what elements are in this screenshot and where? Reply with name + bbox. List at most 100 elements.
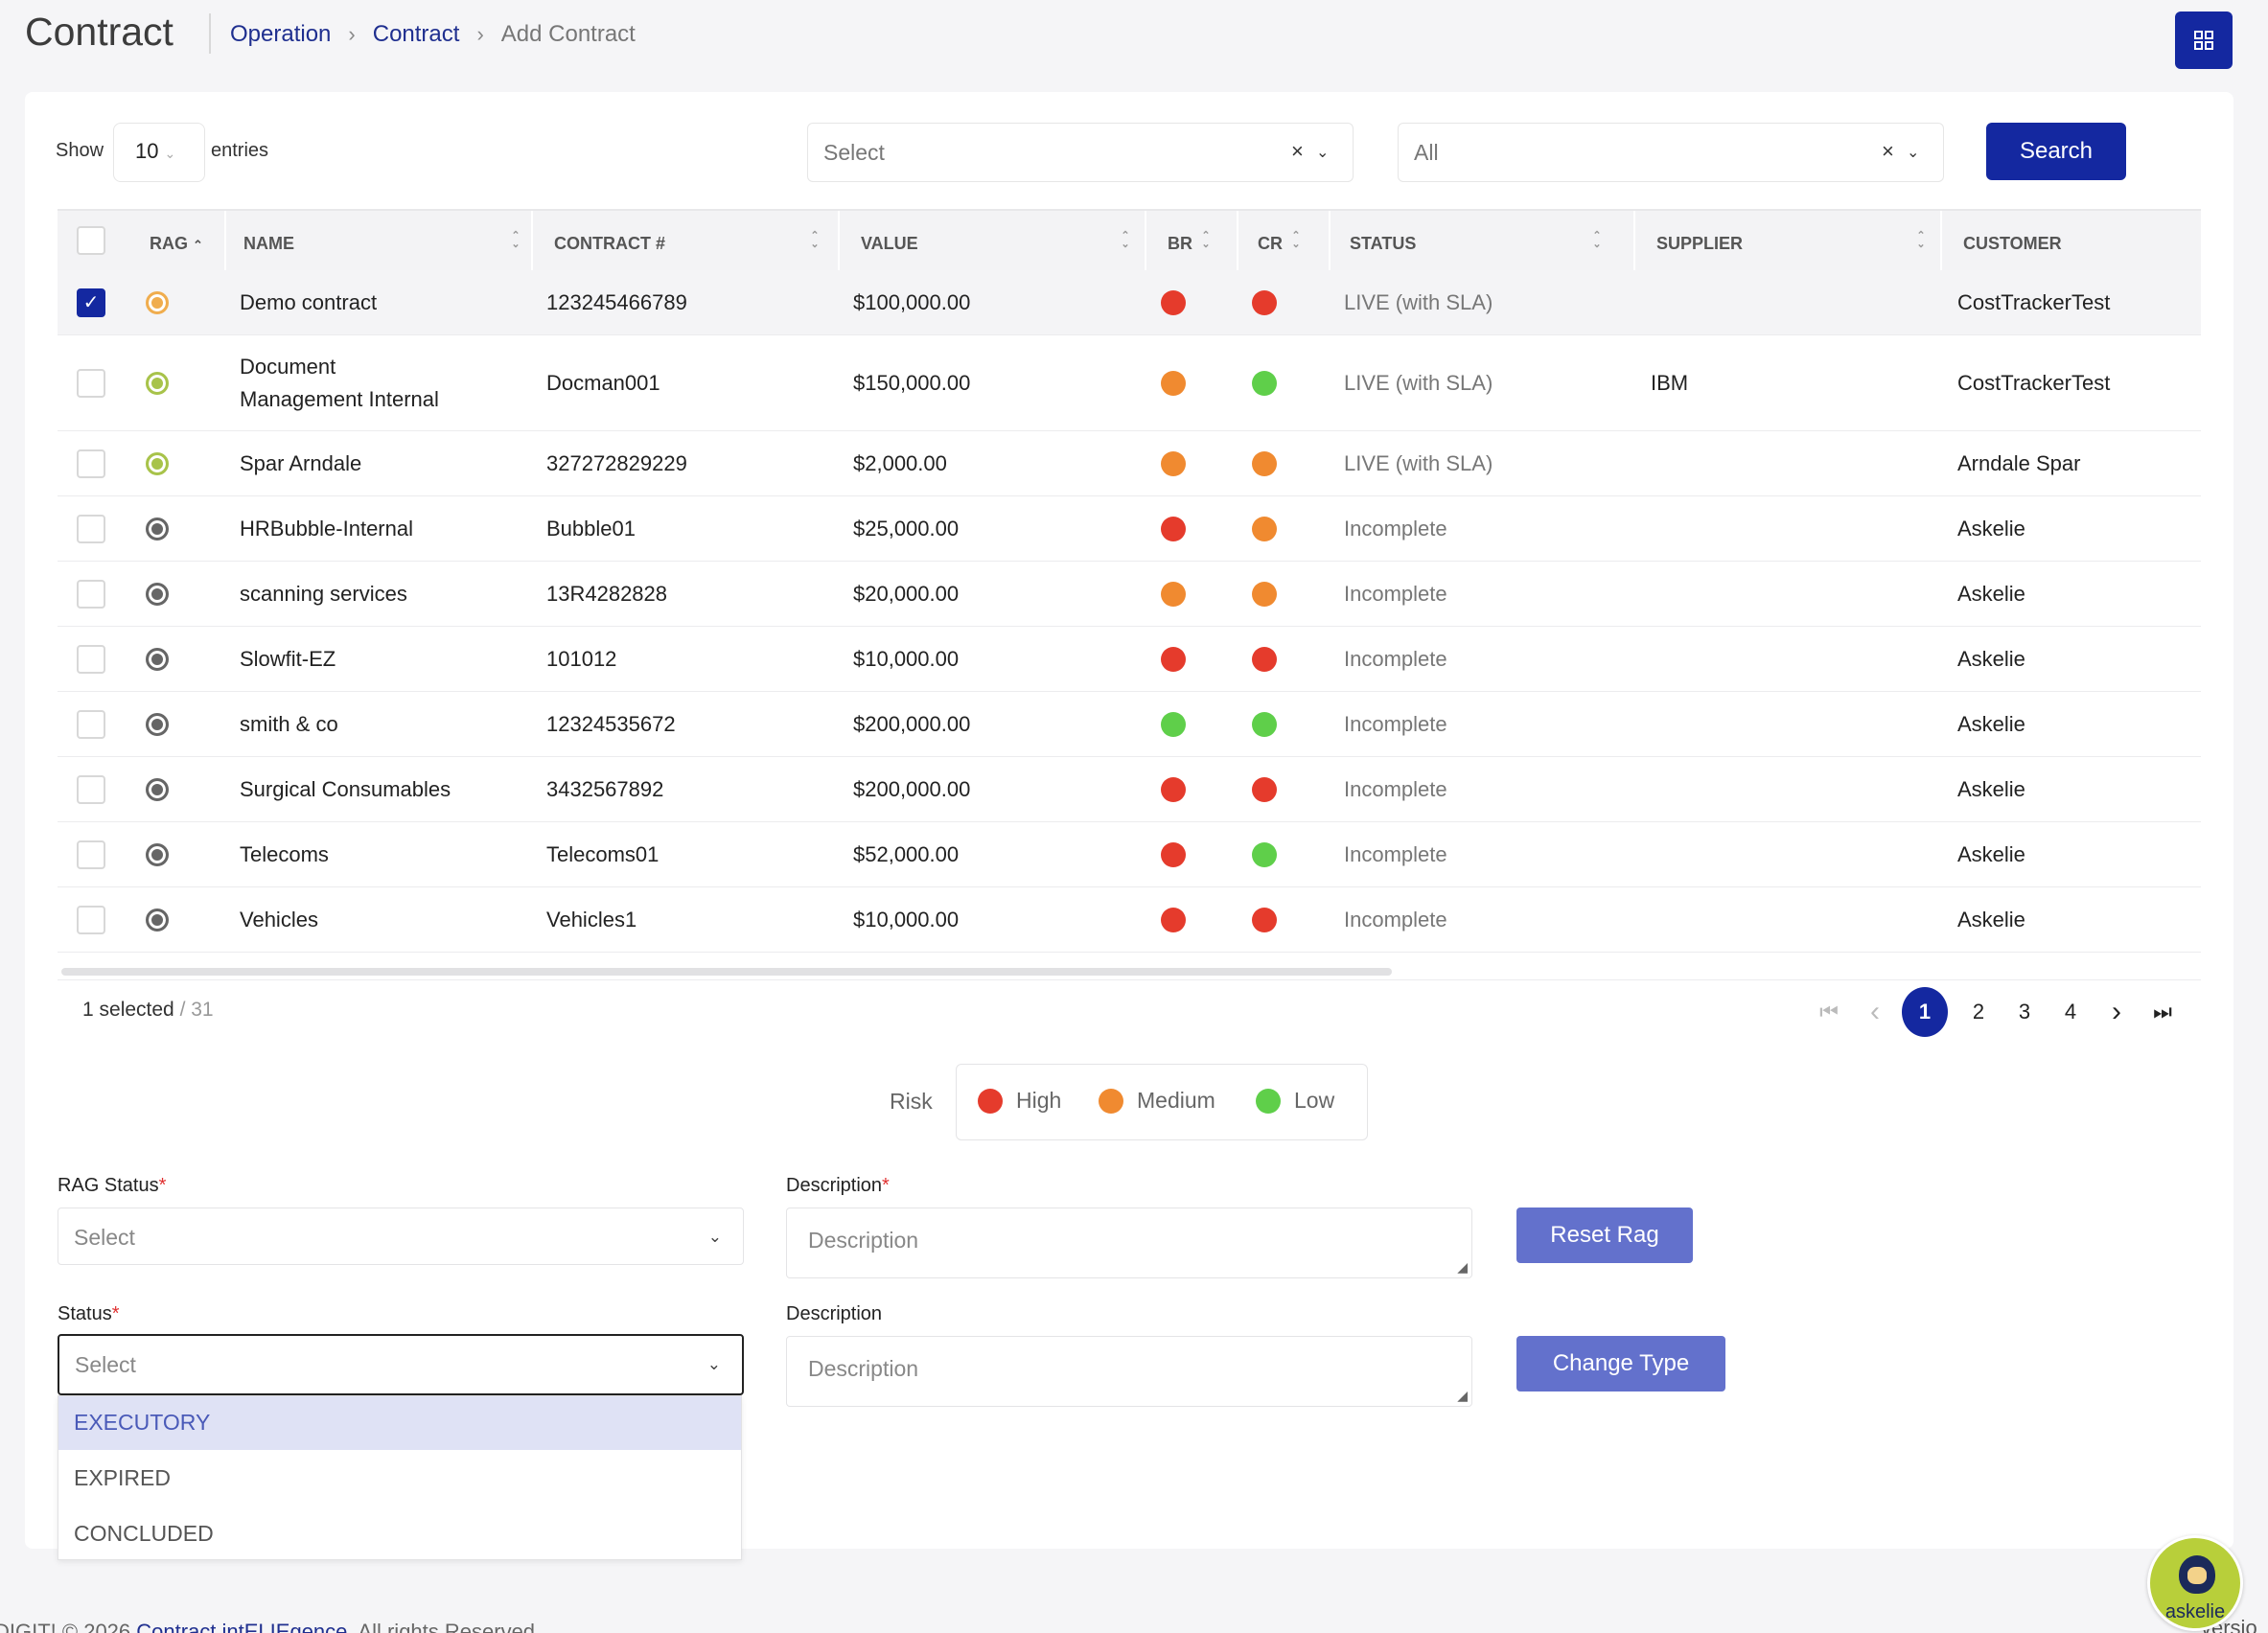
contract-name[interactable]: Document Management Internal xyxy=(240,351,439,416)
rag-status-icon xyxy=(146,843,169,866)
contract-status: Incomplete xyxy=(1344,842,1447,866)
last-page-button[interactable]: ⏭ xyxy=(2153,1000,2172,1024)
table-row[interactable]: ✓ Demo contract 123245466789 $100,000.00 LIV… xyxy=(58,270,2201,335)
breadcrumb-operation[interactable]: Operation xyxy=(230,21,332,47)
column-rag[interactable]: RAG ⌃ xyxy=(150,234,203,253)
status-select[interactable]: Select ⌄ xyxy=(58,1334,744,1395)
contract-number: 3432567892 xyxy=(546,777,664,801)
table-row[interactable]: Surgical Consumables 3432567892 $200,000.0… xyxy=(58,757,2201,822)
column-contract[interactable]: CONTRACT # ⌃ ⌄ xyxy=(531,211,838,270)
selection-count: 1 selected / 31 xyxy=(82,999,214,1022)
select-all-checkbox[interactable] xyxy=(77,226,105,255)
page-1-button[interactable]: 1 xyxy=(1902,987,1948,1037)
rights-text: . All rights Reserved xyxy=(347,1620,536,1633)
contract-value: $20,000.00 xyxy=(853,582,960,606)
filter-select[interactable]: Select × ⌄ xyxy=(807,123,1354,182)
cr-risk-dot xyxy=(1252,647,1277,672)
contract-number: Docman001 xyxy=(546,371,660,395)
clear-icon[interactable]: × xyxy=(1882,139,1894,163)
contract-name[interactable]: Surgical Consumables xyxy=(240,773,451,806)
row-checkbox[interactable] xyxy=(77,515,105,543)
reset-rag-button[interactable]: Reset Rag xyxy=(1516,1208,1693,1263)
status-filter-select[interactable]: All × ⌄ xyxy=(1398,123,1944,182)
contract-name[interactable]: scanning services xyxy=(240,578,407,610)
horizontal-scrollbar[interactable] xyxy=(61,968,1392,976)
row-checkbox[interactable] xyxy=(77,449,105,478)
row-checkbox[interactable] xyxy=(77,369,105,398)
chevron-down-icon[interactable]: ⌄ xyxy=(1907,145,1920,161)
column-br[interactable]: BR ⌃ ⌄ xyxy=(1145,211,1237,270)
column-value[interactable]: VALUE ⌃ ⌄ xyxy=(838,211,1145,270)
first-page-button[interactable]: ⏮ xyxy=(1819,1000,1839,1024)
breadcrumb-contract[interactable]: Contract xyxy=(372,21,460,47)
contract-name[interactable]: HRBubble-Internal xyxy=(240,513,413,545)
page-2-button[interactable]: 2 xyxy=(1972,1000,1985,1024)
row-checkbox[interactable] xyxy=(77,906,105,934)
description-field[interactable]: Description ◢ xyxy=(786,1208,1472,1278)
chevron-down-icon: ⌄ xyxy=(164,146,176,161)
prev-page-button[interactable]: ‹ xyxy=(1870,996,1880,1027)
description-2-label: Description xyxy=(786,1303,883,1324)
title-divider xyxy=(209,13,211,54)
status-option-concluded[interactable]: CONCLUDED xyxy=(74,1521,214,1546)
contract-name[interactable]: Vehicles xyxy=(240,904,318,936)
row-checkbox[interactable]: ✓ xyxy=(77,288,105,317)
legend-label-high: High xyxy=(1016,1088,1062,1113)
column-status[interactable]: STATUS ⌃ ⌄ xyxy=(1329,211,1633,270)
status-option-expired[interactable]: EXPIRED xyxy=(74,1465,171,1490)
change-type-button[interactable]: Change Type xyxy=(1516,1336,1725,1392)
cr-risk-dot xyxy=(1252,517,1277,541)
contract-value: $150,000.00 xyxy=(853,371,971,395)
column-name[interactable]: NAME ⌃ ⌄ xyxy=(224,211,531,270)
table-row[interactable]: scanning services 13R4282828 $20,000.00 Inc… xyxy=(58,562,2201,627)
table-row[interactable]: Telecoms Telecoms01 $52,000.00 Incomplete As… xyxy=(58,822,2201,887)
row-checkbox[interactable] xyxy=(77,580,105,609)
row-checkbox[interactable] xyxy=(77,840,105,869)
status-option-executory[interactable]: EXECUTORY xyxy=(58,1396,741,1450)
column-customer[interactable]: CUSTOMER xyxy=(1940,211,2201,270)
row-checkbox[interactable] xyxy=(77,775,105,804)
resize-handle-icon[interactable]: ◢ xyxy=(1457,1259,1468,1275)
apps-menu-button[interactable] xyxy=(2175,12,2233,69)
column-supplier[interactable]: SUPPLIER ⌃ ⌄ xyxy=(1633,211,1940,270)
chevron-down-icon[interactable]: ⌄ xyxy=(1316,145,1330,161)
contract-name-line: Demo contract xyxy=(240,290,378,314)
table-row[interactable]: HRBubble-Internal Bubble01 $25,000.00 Incom… xyxy=(58,496,2201,562)
search-button[interactable]: Search xyxy=(1986,123,2126,180)
rag-status-select[interactable]: Select ⌄ xyxy=(58,1208,744,1265)
table-row[interactable]: Spar Arndale 327272829229 $2,000.00 LIVE (w… xyxy=(58,431,2201,496)
description-2-field[interactable]: Description ◢ xyxy=(786,1336,1472,1407)
entries-select[interactable]: 10 ⌄ xyxy=(113,123,205,182)
row-checkbox[interactable] xyxy=(77,710,105,739)
contract-value: $100,000.00 xyxy=(853,290,971,314)
contract-number: Telecoms01 xyxy=(546,842,660,866)
br-risk-dot xyxy=(1161,908,1186,932)
row-checkbox[interactable] xyxy=(77,645,105,674)
customer-name: Askelie xyxy=(1957,908,2025,932)
askelie-assistant-button[interactable]: askelie xyxy=(2147,1535,2243,1631)
column-cr[interactable]: CR ⌃ ⌄ xyxy=(1237,211,1329,270)
table-row[interactable]: Slowfit-EZ 101012 $10,000.00 Incomplete Aske… xyxy=(58,627,2201,692)
contract-name[interactable]: Telecoms xyxy=(240,839,329,871)
footer-product-link[interactable]: Contract intELIEgence xyxy=(136,1620,348,1633)
contract-name-line: Spar Arndale xyxy=(240,451,362,475)
page-4-button[interactable]: 4 xyxy=(2064,1000,2077,1024)
table-row[interactable]: smith & co 12324535672 $200,000.00 Incomple… xyxy=(58,692,2201,757)
cr-risk-dot xyxy=(1252,908,1277,932)
next-page-button[interactable]: › xyxy=(2112,996,2121,1027)
contract-name[interactable]: smith & co xyxy=(240,708,338,741)
contract-name[interactable]: Spar Arndale xyxy=(240,448,361,480)
sort-icon: ⌃ ⌄ xyxy=(1592,230,1602,250)
table-row[interactable]: Vehicles Vehicles1 $10,000.00 Incomplete Ask… xyxy=(58,887,2201,953)
contract-name-line: scanning services xyxy=(240,582,407,606)
chevron-right-icon: › xyxy=(476,22,484,46)
contract-name[interactable]: Slowfit-EZ xyxy=(240,643,336,676)
resize-handle-icon[interactable]: ◢ xyxy=(1457,1388,1468,1403)
br-risk-dot xyxy=(1161,777,1186,802)
clear-icon[interactable]: × xyxy=(1291,139,1304,163)
contract-status: Incomplete xyxy=(1344,647,1447,671)
table-row[interactable]: Document Management Internal Docman001 $150… xyxy=(58,335,2201,431)
customer-name: CostTrackerTest xyxy=(1957,290,2111,314)
contract-name[interactable]: Demo contract xyxy=(240,287,377,319)
page-3-button[interactable]: 3 xyxy=(2018,1000,2031,1024)
